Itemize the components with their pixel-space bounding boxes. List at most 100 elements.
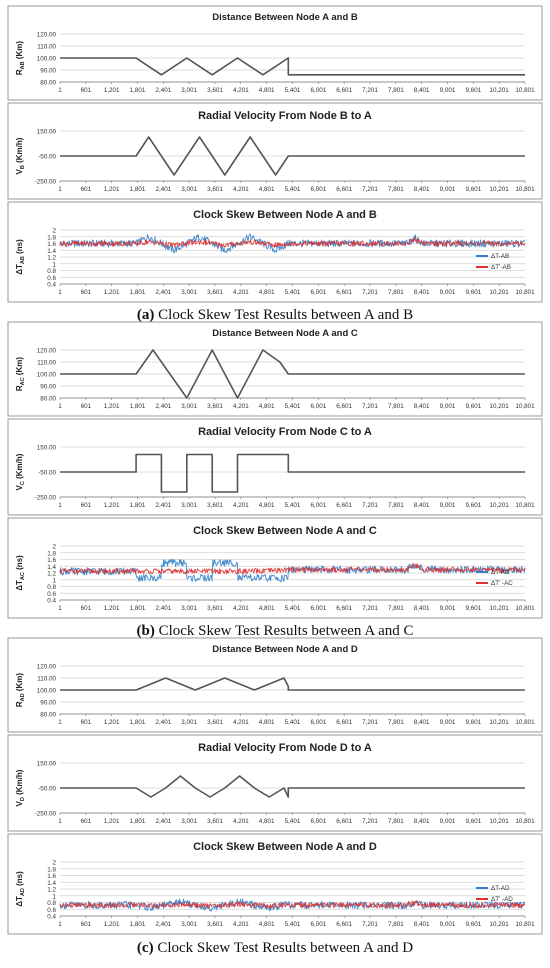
- x-tick-label: 8,401: [414, 87, 430, 94]
- y-axis-label-subscript: B: [20, 165, 26, 169]
- x-tick-label: 7,201: [362, 818, 378, 825]
- x-tick-label: 10,201: [490, 818, 510, 825]
- x-tick-label: 7,801: [388, 289, 404, 296]
- y-axis-label-main: V: [15, 168, 24, 174]
- caption-a-letter: (a): [136, 307, 155, 323]
- x-tick-label: 1,201: [104, 818, 120, 825]
- x-tick-label: 1: [58, 605, 62, 612]
- x-tick-label: 601: [81, 921, 92, 928]
- y-axis-label-main: V: [15, 800, 24, 806]
- caption-b: (b) Clock Skew Test Results between A an…: [0, 623, 550, 640]
- y-tick-label: -250.00: [35, 495, 57, 502]
- x-tick-label: 7,801: [388, 186, 404, 193]
- x-tick-label: 3,001: [181, 818, 197, 825]
- y-axis-label-subscript: AB: [20, 256, 26, 264]
- x-tick-label: 6,001: [310, 289, 326, 296]
- y-tick-label: 1.8: [47, 866, 56, 873]
- x-tick-label: 10,801: [515, 605, 535, 612]
- x-tick-label: 6,001: [310, 818, 326, 825]
- x-tick-label: 10,201: [490, 719, 510, 726]
- caption-c-text: Clock Skew Test Results between A and D: [153, 940, 414, 956]
- y-axis-label-subscript: AD: [20, 693, 26, 701]
- y-axis-label: VC (Km/h): [15, 453, 26, 490]
- y-tick-label: 1.6: [47, 557, 56, 564]
- x-tick-label: 1,801: [130, 502, 146, 509]
- series-line-0: [60, 677, 525, 691]
- x-tick-label: 3,001: [181, 921, 197, 928]
- x-tick-label: 8,401: [414, 818, 430, 825]
- y-axis-label-unit: (ns): [15, 871, 24, 888]
- chart-g1-c2-skew: Clock Skew Between Node A and C21.81.61.…: [7, 517, 543, 619]
- chart-panel-frame: [7, 734, 543, 832]
- chart-g0-c2-skew: Clock Skew Between Node A and B21.81.61.…: [7, 201, 543, 303]
- chart-title: Clock Skew Between Node A and B: [193, 209, 377, 221]
- x-tick-label: 2,401: [155, 186, 171, 193]
- y-axis-label-subscript: AB: [20, 61, 26, 69]
- x-tick-label: 10,801: [515, 818, 535, 825]
- x-tick-label: 1: [58, 818, 62, 825]
- x-tick-label: 1,801: [130, 719, 146, 726]
- x-tick-label: 10,201: [490, 605, 510, 612]
- x-tick-label: 10,801: [515, 719, 535, 726]
- y-tick-label: 100.00: [37, 688, 57, 695]
- y-axis-label-unit: (ns): [15, 555, 24, 572]
- series-line-0: [60, 57, 525, 76]
- y-tick-label: 1.6: [47, 873, 56, 880]
- x-tick-label: 8,401: [414, 719, 430, 726]
- x-tick-label: 3,601: [207, 719, 223, 726]
- x-tick-label: 9,001: [440, 502, 456, 509]
- x-tick-label: 1,801: [130, 186, 146, 193]
- y-tick-label: 120.00: [37, 664, 57, 671]
- y-tick-label: 150.00: [37, 445, 57, 452]
- x-tick-label: 3,001: [181, 186, 197, 193]
- x-tick-label: 7,201: [362, 605, 378, 612]
- y-tick-label: 2: [52, 544, 56, 551]
- x-tick-label: 4,801: [259, 186, 275, 193]
- legend-label: ΔT’ -AD: [491, 896, 513, 903]
- y-axis-label-main: V: [15, 484, 24, 490]
- y-tick-label: -50.00: [38, 470, 56, 477]
- x-tick-label: 4,801: [259, 403, 275, 410]
- x-tick-label: 4,201: [233, 605, 249, 612]
- legend-label: ΔT-AB: [491, 253, 509, 260]
- y-axis-label-subscript: D: [20, 797, 26, 801]
- x-tick-label: 6,001: [310, 502, 326, 509]
- x-tick-label: 8,401: [414, 605, 430, 612]
- y-axis-label-main: R: [15, 69, 24, 75]
- legend-label: ΔT-AC: [491, 569, 510, 576]
- y-tick-label: 1: [52, 261, 56, 268]
- x-tick-label: 2,401: [155, 87, 171, 94]
- x-tick-label: 601: [81, 403, 92, 410]
- chart-g2-c0-distance: Distance Between Node A and D 120.00 110.0…: [7, 637, 543, 733]
- x-tick-label: 5,401: [285, 186, 301, 193]
- chart-g0-c1-velocity: Radial Velocity From Node B to A 150.00 -5…: [7, 102, 543, 200]
- x-tick-label: 4,801: [259, 818, 275, 825]
- x-tick-label: 9,001: [440, 921, 456, 928]
- x-tick-label: 6,001: [310, 605, 326, 612]
- x-tick-label: 10,801: [515, 87, 535, 94]
- x-tick-label: 7,801: [388, 87, 404, 94]
- chart-g1-c1-velocity: Radial Velocity From Node C to A 150.00 -5…: [7, 418, 543, 516]
- x-tick-label: 3,601: [207, 502, 223, 509]
- x-tick-label: 8,401: [414, 289, 430, 296]
- x-tick-label: 7,801: [388, 921, 404, 928]
- y-tick-label: 2: [52, 228, 56, 235]
- y-tick-label: 110.00: [37, 44, 56, 51]
- x-tick-label: 7,201: [362, 502, 378, 509]
- series-line-0: [60, 349, 525, 399]
- x-tick-label: 1,801: [130, 87, 146, 94]
- x-tick-label: 1,201: [104, 186, 120, 193]
- chart-title: Radial Velocity From Node B to A: [198, 110, 372, 122]
- caption-a: (a) Clock Skew Test Results between A an…: [0, 307, 550, 324]
- y-tick-label: 1: [52, 893, 56, 900]
- x-tick-label: 601: [81, 818, 92, 825]
- chart-panel-frame: [7, 102, 543, 200]
- x-tick-label: 6,601: [336, 719, 352, 726]
- x-tick-label: 4,801: [259, 719, 275, 726]
- y-tick-label: 100.00: [37, 56, 57, 63]
- x-tick-label: 6,001: [310, 719, 326, 726]
- y-axis-label: ΔTAB (ns): [15, 239, 26, 275]
- x-tick-label: 4,201: [233, 87, 249, 94]
- x-tick-label: 4,201: [233, 403, 249, 410]
- x-tick-label: 7,801: [388, 502, 404, 509]
